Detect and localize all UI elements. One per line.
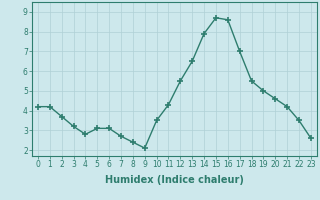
X-axis label: Humidex (Indice chaleur): Humidex (Indice chaleur) xyxy=(105,175,244,185)
